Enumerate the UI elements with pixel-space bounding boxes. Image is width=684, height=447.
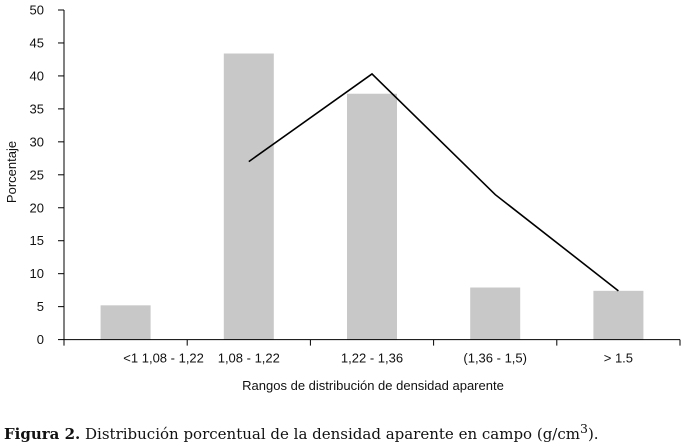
y-tick-label: 40: [30, 68, 44, 83]
caption-text: Distribución porcentual de la densidad a…: [80, 425, 580, 443]
x-tick-label: (1,36 - 1,5): [463, 351, 527, 366]
bar-2: [347, 93, 397, 340]
y-tick-label: 10: [30, 266, 44, 281]
bar-3: [470, 287, 521, 340]
y-tick-label: 20: [30, 200, 44, 215]
x-tick-label: 1,22 - 1,36: [341, 351, 403, 366]
y-tick-label: 5: [37, 299, 44, 314]
y-tick-label: 45: [30, 35, 44, 50]
y-tick-label: 50: [30, 3, 44, 18]
x-ticks-group: <1 1,08 - 1,22 1,08 - 1,22 1,22 - 1,36 (1,3…: [63, 339, 681, 366]
figure-caption: Figura 2. Distribución porcentual de la …: [4, 421, 599, 443]
y-tick-label: 0: [37, 332, 44, 347]
y-tick-label: 25: [30, 167, 44, 182]
y-tick-label: 15: [30, 233, 44, 248]
bar-1: [223, 53, 274, 340]
x-tick-label: 1,08 - 1,22: [218, 351, 280, 366]
bar-0: [100, 305, 151, 340]
x-tick-label: <1 1,08 - 1,22: [123, 351, 204, 366]
y-axis-title: Porcentaje: [4, 141, 19, 203]
y-tick-label: 35: [30, 101, 44, 116]
x-tick-label: > 1.5: [604, 351, 633, 366]
bars-group: [100, 53, 644, 340]
x-axis-title: Rangos de distribución de densidad apare…: [242, 378, 504, 393]
y-tick-label: 30: [30, 134, 44, 149]
bar-4: [593, 290, 644, 340]
caption-superscript: 3: [579, 421, 588, 436]
series-line: [248, 72, 619, 292]
y-ticks-group: 0 5 10 15 20 25 30 35 40 45 50: [30, 3, 64, 347]
caption-label: Figura 2.: [4, 425, 81, 443]
chart: 0 5 10 15 20 25 30 35 40 45 50 <1 1,08 - 1,22 1,08 …: [4, 3, 681, 393]
caption-text-end: ).: [587, 425, 599, 443]
